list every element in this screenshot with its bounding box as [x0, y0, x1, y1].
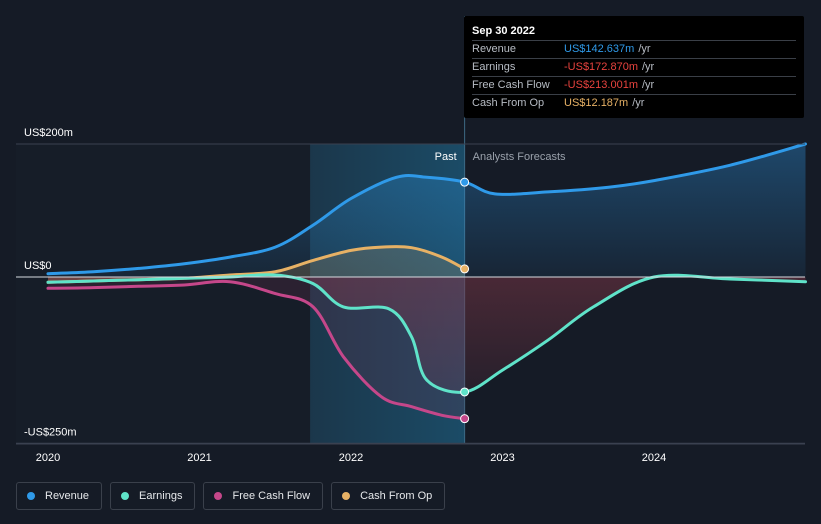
legend-dot-icon	[342, 492, 351, 500]
x-tick-label: 2021	[187, 452, 211, 464]
legend-item-free-cash-flow[interactable]: Free Cash Flow	[203, 482, 324, 510]
tooltip-label: Earnings	[472, 61, 516, 73]
legend-dot-icon	[214, 492, 223, 500]
tooltip-label: Revenue	[472, 43, 517, 55]
x-tick-label: 2022	[339, 452, 363, 464]
revenue-area	[48, 144, 806, 277]
legend-item-revenue[interactable]: Revenue	[16, 482, 103, 510]
tooltip-value: US$142.637m	[564, 43, 635, 55]
tooltip-unit: /yr	[642, 79, 655, 91]
pre-past-region	[16, 144, 311, 444]
y-tick-label: -US$250m	[24, 426, 77, 438]
revenue-line	[46, 142, 807, 276]
legend-label: Cash From Op	[360, 490, 433, 502]
x-tick-label: 2020	[36, 452, 60, 464]
tooltip-value: -US$172.870m	[564, 61, 638, 73]
legend-dot-icon	[27, 492, 35, 500]
tooltip-value: -US$213.001m	[564, 79, 638, 91]
legend-dot-icon	[121, 492, 130, 500]
tooltip-row-free-cash-flow: Free Cash Flow -US$213.001m /yr	[472, 76, 796, 94]
earnings-marker	[460, 387, 470, 397]
legend-label: Free Cash Flow	[232, 490, 311, 502]
x-tick-label: 2023	[490, 452, 514, 464]
tooltip-date: Sep 30 2022	[472, 25, 535, 37]
tooltip-unit: /yr	[638, 43, 651, 55]
tooltip-unit: /yr	[632, 97, 645, 109]
tooltip-label: Free Cash Flow	[472, 79, 550, 91]
free-cash-flow-marker	[460, 414, 470, 424]
tooltip-row-earnings: Earnings -US$172.870m /yr	[472, 58, 796, 76]
y-tick-label: US$200m	[24, 127, 73, 139]
free-cash-flow-line	[46, 279, 467, 421]
cash-from-op-marker	[460, 264, 470, 274]
earnings-area	[48, 274, 806, 393]
past-label: Past	[435, 151, 457, 163]
x-tick-label: 2024	[642, 452, 666, 464]
cash-from-op-area	[48, 246, 465, 283]
legend-label: Revenue	[45, 490, 90, 502]
tooltip-row-cash-from-op: Cash From Op US$12.187m /yr	[472, 94, 796, 112]
legend-item-earnings[interactable]: Earnings	[110, 482, 196, 510]
tooltip-unit: /yr	[642, 61, 655, 73]
earnings-line	[46, 273, 807, 394]
legend-item-cash-from-op[interactable]: Cash From Op	[331, 482, 446, 510]
tooltip: Sep 30 2022 Revenue US$142.637m /yr Earn…	[464, 16, 804, 118]
y-tick-label: US$0	[24, 260, 52, 272]
tooltip-label: Cash From Op	[472, 97, 545, 109]
tooltip-row-revenue: Revenue US$142.637m /yr	[472, 40, 796, 58]
free-cash-flow-area	[48, 277, 465, 419]
tooltip-value: US$12.187m	[564, 97, 629, 109]
legend-label: Earnings	[139, 490, 183, 502]
legend: Revenue Earnings Free Cash Flow Cash Fro…	[16, 482, 446, 510]
revenue-marker	[460, 177, 470, 187]
forecast-label: Analysts Forecasts	[473, 151, 566, 163]
